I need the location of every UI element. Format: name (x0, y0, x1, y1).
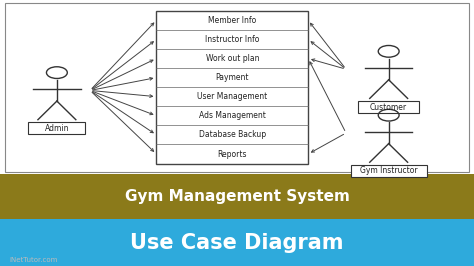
Text: User Management: User Management (197, 92, 267, 101)
Bar (156, 11, 308, 164)
Bar (351, 165, 427, 177)
Bar (28, 122, 85, 134)
Text: Work out plan: Work out plan (206, 54, 259, 63)
Bar (0, 219, 474, 266)
Text: Gym Management System: Gym Management System (125, 189, 349, 204)
Text: Customer: Customer (370, 103, 407, 111)
Text: Member Info: Member Info (208, 16, 256, 25)
Text: iNetTutor.com: iNetTutor.com (9, 257, 58, 263)
Text: Payment: Payment (216, 73, 249, 82)
Text: Database Backup: Database Backup (199, 130, 266, 139)
Bar (358, 101, 419, 113)
Text: Ads Management: Ads Management (199, 111, 266, 120)
Text: Use Case Diagram: Use Case Diagram (130, 233, 344, 253)
Bar (0, 0, 474, 174)
Text: Admin: Admin (45, 124, 69, 133)
Bar (0, 174, 474, 219)
Text: Gym Instructor: Gym Instructor (360, 167, 418, 175)
Text: Instructor Info: Instructor Info (205, 35, 259, 44)
Text: Reports: Reports (218, 149, 247, 159)
Bar (5, 3, 469, 172)
